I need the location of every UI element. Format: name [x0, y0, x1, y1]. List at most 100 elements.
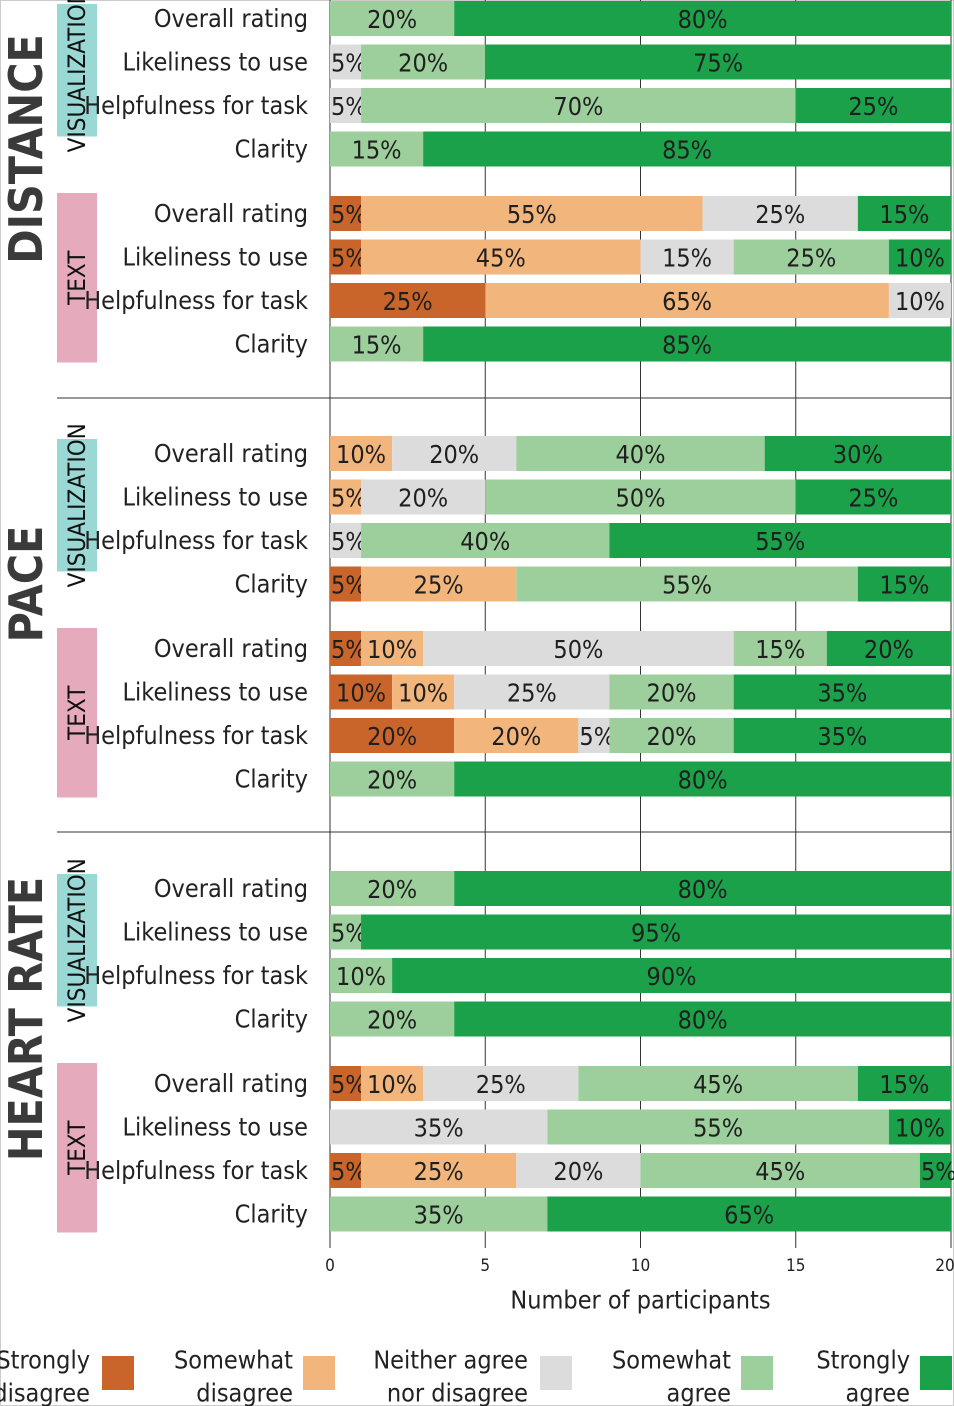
bar-segment — [423, 1066, 579, 1101]
bar-segment — [330, 1153, 362, 1188]
data-label: 55% — [507, 200, 557, 229]
bar-segment — [361, 914, 951, 950]
bar-segment — [361, 566, 517, 602]
bar-segment — [392, 958, 952, 993]
data-label: 20% — [647, 722, 697, 751]
row-label: Likeliness to use — [123, 678, 308, 707]
bar-segment — [330, 326, 424, 362]
bar-segment — [361, 479, 486, 515]
data-label: 10% — [336, 440, 386, 469]
data-label: 5% — [331, 1070, 367, 1099]
bar-segment — [826, 631, 951, 666]
x-tick-label: 20 — [935, 1256, 954, 1276]
data-label: 15% — [352, 331, 402, 360]
data-label: 55% — [662, 571, 712, 600]
bar-segment — [888, 239, 951, 275]
bar-segment — [547, 1196, 951, 1232]
data-label: 5% — [331, 1157, 367, 1186]
data-label: 15% — [879, 571, 929, 600]
bar-segment — [733, 631, 827, 666]
bar-segment — [423, 131, 951, 167]
data-label: 80% — [678, 875, 728, 904]
data-label: 20% — [367, 875, 417, 904]
bar-segment — [330, 761, 455, 797]
row-label: Overall rating — [154, 199, 308, 228]
bar-segment — [392, 674, 455, 710]
row-label: Overall rating — [154, 439, 308, 468]
data-label: 5% — [331, 635, 367, 664]
bar-segment — [330, 479, 362, 515]
row-label: Overall rating — [154, 874, 308, 903]
bar-segment — [392, 436, 517, 471]
data-label: 5% — [331, 92, 367, 121]
data-label: 25% — [383, 287, 433, 316]
row-label: Helpfulness for task — [84, 1156, 308, 1185]
row-label: Overall rating — [154, 634, 308, 663]
bars: 20% 80%5% 20% 75%5% 70% 25%15% 85%5% 55% 25% 15%5… — [330, 1, 954, 1232]
bar-segment — [361, 1066, 424, 1101]
data-label: 35% — [414, 1201, 464, 1230]
bar-segment — [330, 871, 455, 906]
data-label: 10% — [336, 962, 386, 991]
data-label: 20% — [864, 635, 914, 664]
data-label: 55% — [755, 527, 805, 556]
bar-segment — [547, 1109, 889, 1145]
row-labels: DISTANCE VISUALIZATION Overall rating Likel… — [0, 0, 308, 1233]
data-label: 20% — [429, 440, 479, 469]
data-label: 10% — [895, 244, 945, 273]
data-label: 20% — [367, 1006, 417, 1035]
data-label: 5% — [331, 49, 367, 78]
row-label: Overall rating — [154, 1069, 308, 1098]
data-label: 15% — [879, 200, 929, 229]
data-label: 5% — [331, 484, 367, 513]
data-label: 20% — [647, 679, 697, 708]
x-tick-label: 10 — [631, 1256, 650, 1276]
bar-segment — [330, 674, 393, 710]
data-label: 15% — [352, 136, 402, 165]
legend-label: disagree — [0, 1379, 90, 1406]
bar-segment — [361, 239, 641, 275]
data-label: 5% — [331, 571, 367, 600]
row-label: Likeliness to use — [123, 48, 308, 77]
group-label-box — [57, 439, 97, 572]
data-label: 45% — [476, 244, 526, 273]
group-label: TEXT — [63, 250, 91, 306]
data-label: 20% — [367, 766, 417, 795]
x-axis: 0 5 10 15 20 Number of participants — [325, 1256, 954, 1315]
data-label: 85% — [662, 136, 712, 165]
row-label: Likeliness to use — [123, 918, 308, 947]
data-label: 25% — [414, 1157, 464, 1186]
data-label: 10% — [367, 635, 417, 664]
bar-segment — [454, 718, 579, 753]
row-label: Likeliness to use — [123, 1113, 308, 1142]
bar-segment — [454, 1, 951, 36]
data-label: 25% — [848, 484, 898, 513]
row-label: Clarity — [235, 1005, 308, 1034]
bar-segment — [609, 523, 951, 558]
bar-segment — [330, 436, 393, 471]
bar-segment — [330, 1109, 548, 1145]
bar-segment — [516, 436, 765, 471]
data-label: 25% — [848, 92, 898, 121]
bar-segment — [330, 631, 362, 666]
data-label: 5% — [579, 722, 615, 751]
data-label: 20% — [553, 1157, 603, 1186]
legend-label: Strongly — [0, 1346, 90, 1375]
bar-segment — [795, 479, 951, 515]
row-label: Clarity — [235, 330, 308, 359]
data-label: 75% — [693, 49, 743, 78]
section-title: PACE — [0, 526, 53, 643]
legend-swatch — [540, 1356, 572, 1390]
row-label: Helpfulness for task — [84, 721, 308, 750]
bar-segment — [888, 1109, 951, 1145]
data-label: 65% — [662, 287, 712, 316]
bar-segment — [330, 958, 393, 993]
data-label: 10% — [895, 287, 945, 316]
x-axis-title: Number of participants — [510, 1286, 770, 1315]
data-label: 50% — [616, 484, 666, 513]
data-label: 25% — [755, 200, 805, 229]
group-label-box — [57, 874, 97, 1007]
data-label: 85% — [662, 331, 712, 360]
bar-segment — [764, 436, 951, 471]
